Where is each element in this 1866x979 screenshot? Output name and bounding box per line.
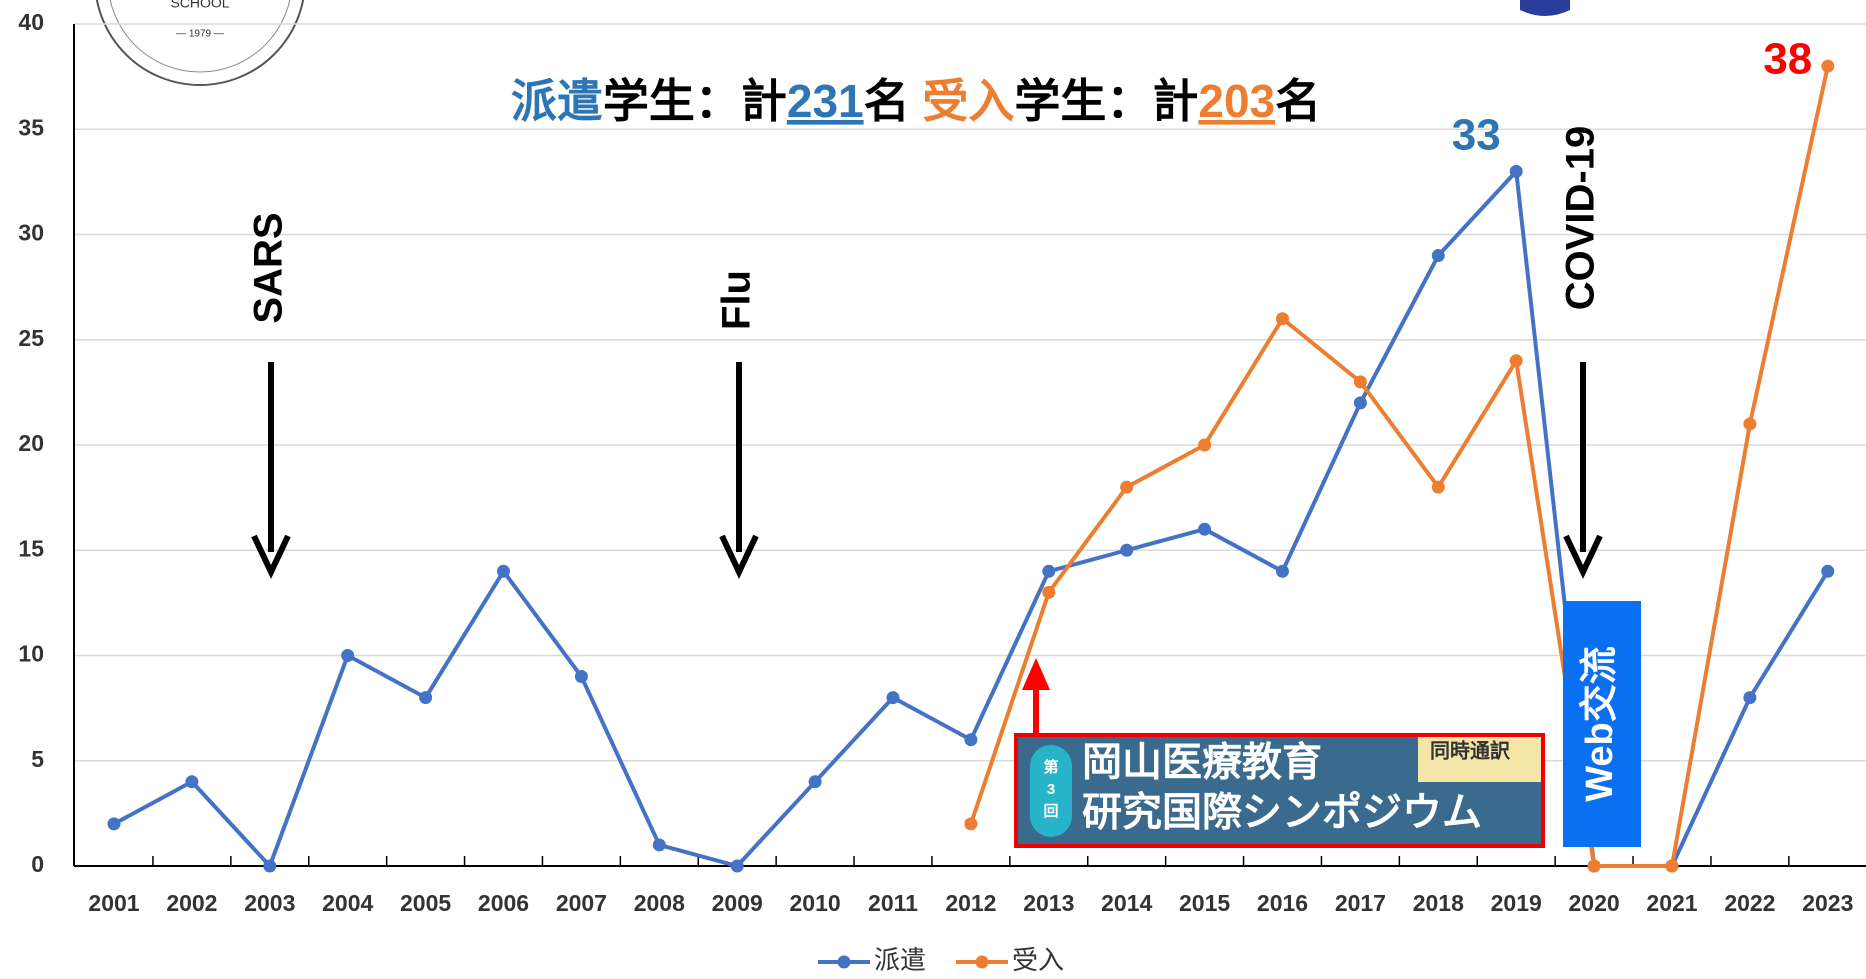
x-tick-label: 2005 — [400, 890, 451, 916]
data-point — [809, 775, 822, 788]
annotation: Flu — [715, 270, 759, 330]
y-tick-label: 10 — [18, 641, 44, 667]
data-point — [1510, 354, 1523, 367]
x-tick-label: 2010 — [790, 890, 841, 916]
data-point — [108, 817, 121, 830]
data-point — [653, 838, 666, 851]
data-point — [1198, 439, 1211, 452]
banner-text: 同時通訳 — [1430, 738, 1511, 762]
data-point — [1510, 165, 1523, 178]
data-point — [731, 860, 744, 873]
annotation: SARS — [247, 212, 291, 323]
x-tick-label: 2012 — [945, 890, 996, 916]
chart: SCHOOL — 1979 — 派遣学生：計231名 受入学生：計203名 05… — [0, 0, 1866, 979]
annotation: Web交流 — [1578, 646, 1621, 802]
data-point — [419, 691, 432, 704]
title-part: 受入 — [922, 75, 1014, 127]
data-point — [1821, 60, 1834, 73]
data-point — [1276, 312, 1289, 325]
logo-text: SCHOOL — [170, 0, 229, 11]
title-part: 学生：計 — [603, 75, 787, 127]
banner-badge-text: 第 — [1043, 758, 1058, 776]
legend-marker — [976, 956, 989, 969]
x-tick-label: 2001 — [88, 890, 139, 916]
title-part: 名 — [1275, 75, 1321, 127]
title-part: 231 — [787, 75, 864, 127]
data-point — [1276, 565, 1289, 578]
x-tick-label: 2011 — [868, 890, 918, 916]
data-point — [575, 670, 588, 683]
data-point — [1821, 565, 1834, 578]
data-point — [263, 860, 276, 873]
data-point — [1120, 481, 1133, 494]
data-point — [1354, 396, 1367, 409]
y-tick-label: 20 — [18, 430, 44, 456]
x-tick-label: 2003 — [244, 890, 295, 916]
x-tick-label: 2009 — [712, 890, 763, 916]
data-point — [1743, 691, 1756, 704]
data-point — [887, 691, 900, 704]
data-point — [1666, 860, 1679, 873]
x-tick-label: 2013 — [1023, 890, 1074, 916]
legend-marker — [838, 956, 851, 969]
logo: SCHOOL — 1979 — — [95, 0, 305, 85]
banner-text: 研究国際シンポジウム — [1082, 791, 1482, 835]
banner-badge-text: 3 — [1047, 781, 1055, 798]
y-tick-label: 15 — [18, 535, 44, 561]
x-tick-label: 2016 — [1257, 890, 1308, 916]
x-tick-label: 2020 — [1569, 890, 1620, 916]
x-tick-label: 2017 — [1335, 890, 1386, 916]
data-point — [1198, 523, 1211, 536]
data-point — [1743, 417, 1756, 430]
data-point — [1432, 481, 1445, 494]
x-tick-label: 2015 — [1179, 890, 1230, 916]
data-point — [1432, 249, 1445, 262]
data-point — [1588, 860, 1601, 873]
banner-badge-text: 回 — [1043, 803, 1058, 820]
data-point — [1120, 544, 1133, 557]
data-label: 33 — [1452, 111, 1501, 160]
banner-text: 岡山医療教育 — [1082, 741, 1322, 785]
x-tick-label: 2007 — [556, 890, 607, 916]
y-tick-label: 35 — [18, 114, 44, 140]
data-point — [1354, 375, 1367, 388]
y-tick-label: 0 — [31, 851, 44, 877]
data-point — [964, 817, 977, 830]
x-tick-label: 2019 — [1491, 890, 1542, 916]
x-tick-label: 2023 — [1802, 890, 1853, 916]
x-tick-label: 2021 — [1646, 890, 1697, 916]
data-point — [341, 649, 354, 662]
x-tick-label: 2008 — [634, 890, 685, 916]
logo-text: — 1979 — — [176, 29, 224, 40]
legend-label: 派遣 — [874, 945, 926, 975]
data-point — [185, 775, 198, 788]
title-part: 学生：計 — [1014, 75, 1198, 127]
data-label: 38 — [1763, 35, 1812, 84]
x-tick-label: 2018 — [1413, 890, 1464, 916]
x-tick-label: 2022 — [1724, 890, 1775, 916]
data-point — [1042, 565, 1055, 578]
title-part: 名 — [864, 75, 923, 127]
chart-title: 派遣学生：計231名 受入学生：計203名 — [511, 75, 1321, 127]
y-tick-label: 40 — [18, 9, 44, 35]
y-tick-label: 30 — [18, 220, 44, 246]
data-point — [1042, 586, 1055, 599]
title-part: 派遣 — [511, 75, 603, 127]
x-tick-label: 2014 — [1101, 890, 1152, 916]
logo-right — [1520, 0, 1570, 16]
y-tick-label: 5 — [31, 746, 44, 772]
annotation: COVID-19 — [1559, 126, 1603, 311]
x-tick-label: 2004 — [322, 890, 373, 916]
legend-label: 受入 — [1012, 945, 1064, 975]
title-part: 203 — [1198, 75, 1275, 127]
x-tick-label: 2002 — [166, 890, 217, 916]
data-point — [964, 733, 977, 746]
page: SCHOOL — 1979 — 派遣学生：計231名 受入学生：計203名 05… — [0, 0, 1866, 979]
data-point — [497, 565, 510, 578]
y-tick-label: 25 — [18, 325, 44, 351]
x-tick-label: 2006 — [478, 890, 529, 916]
